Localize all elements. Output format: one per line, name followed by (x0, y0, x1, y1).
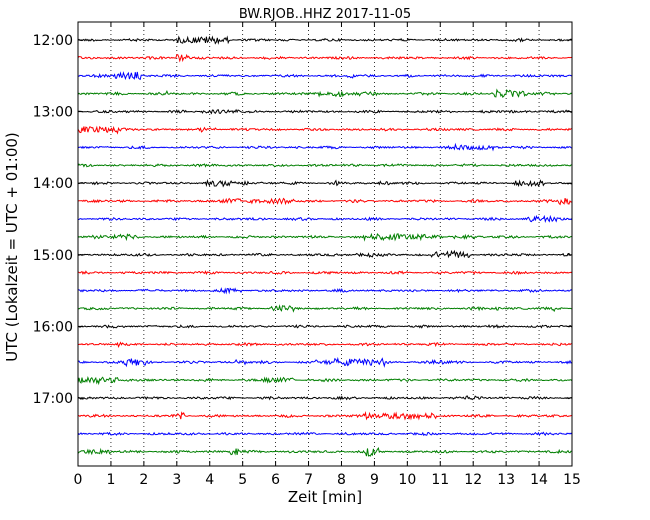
x-tick-label: 12 (464, 472, 482, 488)
x-tick-label: 5 (238, 472, 247, 488)
trace-line (77, 214, 573, 223)
x-axis: 0 1 2 3 4 5 6 7 8 9 10 11 12 13 14 15 (74, 22, 581, 488)
x-tick-label: 1 (106, 472, 115, 488)
y-tick-label: 14:00 (33, 176, 73, 192)
x-tick-label: 7 (304, 472, 313, 488)
trace-line (77, 35, 573, 45)
y-axis: 12:00 13:00 14:00 15:00 16:00 17:00 (33, 33, 572, 407)
x-tick-label: 0 (74, 472, 83, 488)
trace-line (77, 356, 573, 368)
trace-line (77, 446, 573, 457)
x-tick-label: 2 (139, 472, 148, 488)
plot-area (78, 22, 572, 466)
trace-line (77, 410, 573, 421)
trace-line (77, 163, 573, 168)
y-axis-title: UTC (Lokalzeit = UTC + 01:00) (3, 132, 21, 362)
chart-title: BW.RJOB..HHZ 2017-11-05 (239, 7, 411, 22)
trace-line (77, 197, 573, 206)
plot-frame (77, 21, 573, 467)
trace-line (77, 304, 573, 313)
trace-line (77, 142, 573, 152)
x-tick-label: 13 (497, 472, 515, 488)
trace-line (77, 71, 573, 81)
trace-line (77, 232, 573, 242)
x-tick-label: 15 (563, 472, 581, 488)
y-tick-label: 16:00 (33, 319, 73, 335)
trace-line (77, 270, 573, 276)
trace-line (77, 395, 573, 401)
trace-line (77, 375, 573, 386)
y-tick-label: 17:00 (33, 391, 73, 407)
seismic-traces (77, 35, 573, 457)
trace-line (77, 125, 572, 135)
x-tick-label: 10 (398, 472, 416, 488)
y-tick-label: 13:00 (33, 105, 73, 121)
trace-line (77, 88, 573, 98)
trace-line (77, 53, 573, 63)
x-axis-title: Zeit [min] (288, 488, 362, 506)
x-tick-label: 8 (337, 472, 346, 488)
trace-line (77, 249, 573, 259)
trace-line (77, 287, 573, 295)
y-tick-label: 12:00 (33, 33, 73, 49)
trace-line (77, 108, 573, 115)
x-tick-label: 11 (431, 472, 449, 488)
x-tick-label: 6 (271, 472, 280, 488)
y-tick-label: 15:00 (33, 248, 73, 264)
x-tick-label: 4 (205, 472, 214, 488)
trace-line (77, 341, 572, 348)
trace-line (77, 179, 572, 188)
x-tick-label: 14 (530, 472, 548, 488)
trace-line (77, 323, 573, 329)
x-tick-label: 9 (370, 472, 379, 488)
x-tick-label: 3 (172, 472, 181, 488)
trace-line (77, 431, 573, 437)
